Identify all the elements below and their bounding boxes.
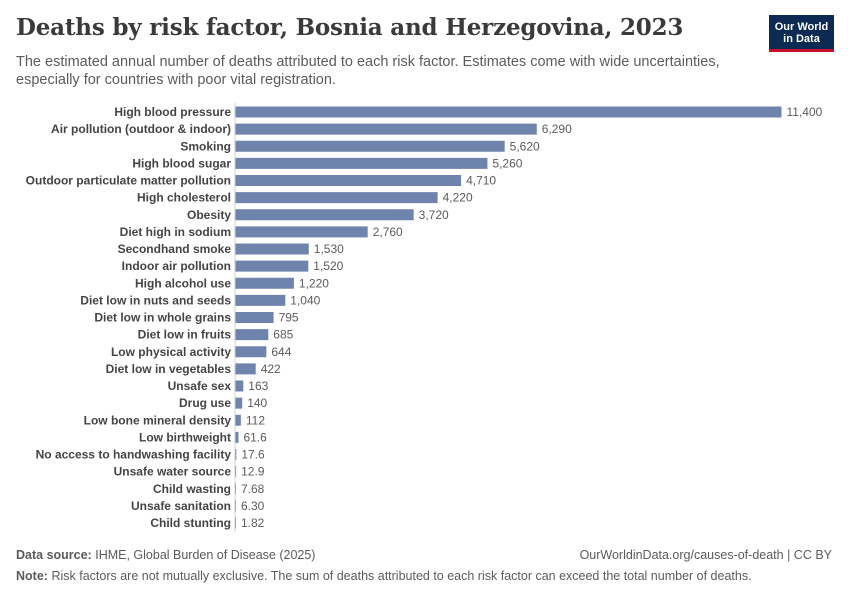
- note-text: Risk factors are not mutually exclusive.…: [51, 569, 752, 583]
- category-label: Diet low in nuts and seeds: [80, 293, 231, 307]
- bar[interactable]: [235, 380, 244, 392]
- bar[interactable]: [235, 226, 368, 238]
- bar[interactable]: [235, 500, 237, 512]
- value-label: 11,400: [787, 105, 823, 119]
- data-source-text[interactable]: IHME, Global Burden of Disease (2025): [95, 548, 316, 562]
- category-label: Child wasting: [153, 482, 231, 496]
- value-label: 5,260: [492, 156, 522, 170]
- bar[interactable]: [235, 449, 237, 460]
- category-label: Unsafe sex: [168, 379, 232, 393]
- category-label: Unsafe water source: [114, 465, 232, 479]
- bar[interactable]: [235, 312, 274, 323]
- bar[interactable]: [235, 106, 782, 118]
- bar[interactable]: [235, 277, 294, 289]
- value-label: 4,710: [466, 174, 496, 188]
- category-label: Smoking: [180, 139, 231, 153]
- category-label: Air pollution (outdoor & indoor): [51, 122, 231, 136]
- note-label: Note:: [16, 569, 48, 583]
- category-label: Low physical activity: [111, 345, 231, 359]
- category-label: Outdoor particulate matter pollution: [26, 174, 231, 188]
- source-url[interactable]: OurWorldinData.org/causes-of-death | CC …: [579, 548, 832, 562]
- value-label: 2,760: [373, 225, 403, 239]
- value-label: 6.30: [241, 499, 265, 513]
- value-label: 12.9: [241, 465, 265, 479]
- value-label: 685: [273, 328, 293, 342]
- bar[interactable]: [235, 346, 267, 358]
- bar[interactable]: [235, 517, 237, 529]
- bar[interactable]: [235, 329, 269, 341]
- owid-logo[interactable]: Our World in Data: [769, 15, 834, 52]
- bar[interactable]: [235, 157, 488, 169]
- category-label: High cholesterol: [137, 191, 231, 205]
- category-label: High alcohol use: [135, 276, 231, 290]
- category-label: Secondhand smoke: [118, 242, 232, 256]
- bar[interactable]: [235, 123, 537, 135]
- logo-line-2: in Data: [783, 33, 820, 45]
- bar[interactable]: [235, 483, 237, 495]
- value-label: 644: [271, 345, 291, 359]
- category-label: Obesity: [187, 208, 231, 222]
- data-source: Data source: IHME, Global Burden of Dise…: [16, 548, 315, 562]
- value-label: 61.6: [243, 430, 267, 444]
- bar[interactable]: [235, 397, 243, 409]
- category-label: Low bone mineral density: [84, 413, 232, 427]
- bar[interactable]: [235, 209, 414, 221]
- value-label: 6,290: [542, 122, 572, 136]
- value-label: 5,620: [510, 139, 540, 153]
- bar[interactable]: [235, 363, 256, 375]
- bar[interactable]: [235, 140, 505, 152]
- bar-chart: High blood pressure 11,400 Air pollution (…: [26, 103, 823, 532]
- category-label: Drug use: [179, 396, 231, 410]
- category-label: Indoor air pollution: [122, 259, 231, 273]
- value-label: 422: [261, 362, 281, 376]
- chart-note: Note: Risk factors are not mutually excl…: [16, 569, 752, 583]
- value-label: 1,520: [313, 259, 343, 273]
- category-label: Diet low in whole grains: [94, 311, 231, 325]
- category-label: Low birthweight: [139, 430, 231, 444]
- category-label: No access to handwashing facility: [36, 448, 232, 462]
- bar[interactable]: [235, 175, 462, 186]
- bar[interactable]: [235, 431, 239, 443]
- logo-line-1: Our World: [774, 21, 829, 33]
- bar[interactable]: [235, 260, 309, 272]
- category-label: Diet low in fruits: [138, 328, 232, 342]
- category-label: Child stunting: [150, 516, 231, 530]
- value-label: 3,720: [419, 208, 449, 222]
- bar[interactable]: [235, 414, 241, 426]
- bar[interactable]: [235, 294, 286, 306]
- value-label: 163: [248, 379, 268, 393]
- bar[interactable]: [235, 192, 438, 204]
- category-label: High blood pressure: [114, 105, 231, 119]
- value-label: 17.6: [241, 448, 265, 462]
- value-label: 112: [246, 413, 265, 427]
- value-label: 795: [279, 311, 299, 325]
- category-label: High blood sugar: [132, 156, 231, 170]
- category-label: Diet low in vegetables: [106, 362, 232, 376]
- chart-subtitle: The estimated annual number of deaths at…: [16, 54, 720, 88]
- category-label: Diet high in sodium: [120, 225, 231, 239]
- bar[interactable]: [235, 243, 309, 255]
- value-label: 1,220: [299, 276, 329, 290]
- bar[interactable]: [235, 466, 237, 478]
- chart-title: Deaths by risk factor, Bosnia and Herzeg…: [16, 14, 684, 41]
- data-source-label: Data source:: [16, 548, 92, 562]
- value-label: 1.82: [241, 516, 265, 530]
- value-label: 4,220: [443, 191, 473, 205]
- value-label: 1,040: [290, 293, 320, 307]
- value-label: 140: [247, 396, 267, 410]
- value-label: 1,530: [314, 242, 344, 256]
- value-label: 7.68: [241, 482, 265, 496]
- category-label: Unsafe sanitation: [131, 499, 231, 513]
